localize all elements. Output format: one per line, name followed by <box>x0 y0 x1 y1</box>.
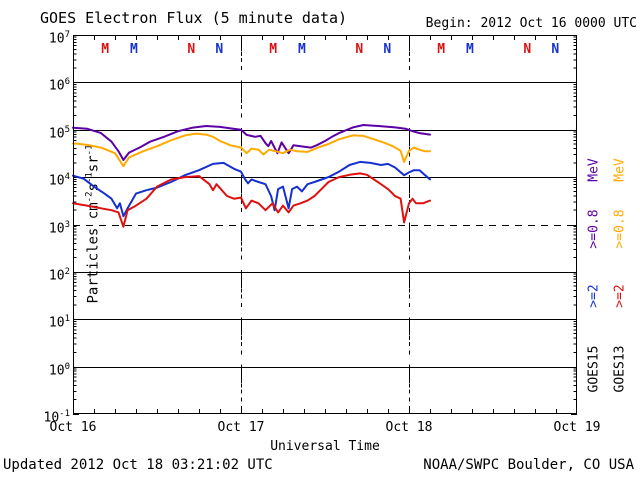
y-tick-label: 10-1 <box>43 409 71 426</box>
series-goes15-2-mev <box>72 160 431 218</box>
satellite-marker-n: N <box>187 42 196 57</box>
x-tick-label: Oct 17 <box>217 420 265 435</box>
page-title: GOES Electron Flux (5 minute data) <box>40 9 348 27</box>
y-tick-label: 107 <box>48 30 70 47</box>
series-goes15-0.8-mev <box>72 124 431 161</box>
x-tick-label: Oct 19 <box>553 420 601 435</box>
begin-timestamp: Begin: 2012 Oct 16 0000 UTC <box>425 16 637 31</box>
legend-label-0.8: >=0.8 <box>586 209 602 249</box>
x-tick-label: Oct 18 <box>385 420 433 435</box>
y-tick-label: 103 <box>48 219 70 236</box>
plot-area <box>72 35 577 415</box>
satellite-marker-m: M <box>129 42 138 57</box>
satellite-marker-m: M <box>437 42 446 57</box>
legend-label-2: >=2 <box>612 284 628 308</box>
satellite-marker-n: N <box>523 42 532 57</box>
satellite-marker-m: M <box>297 42 306 57</box>
y-tick-label: 106 <box>48 77 70 94</box>
y-tick-label: 102 <box>48 266 70 284</box>
series-goes13-2-mev <box>72 172 431 228</box>
y-tick-label: 105 <box>48 124 70 142</box>
x-axis-title: Universal Time <box>270 439 380 454</box>
legend-label-0.8: >=0.8 <box>612 209 628 249</box>
satellite-marker-n: N <box>355 42 364 57</box>
plot-border <box>73 35 577 414</box>
satellite-marker-n: N <box>383 42 392 57</box>
series-goes13-0.8-mev <box>72 132 431 168</box>
axis-ticks <box>73 35 577 415</box>
satellite-marker-n: N <box>215 42 224 57</box>
updated-timestamp: Updated 2012 Oct 18 03:21:02 UTC <box>3 457 273 473</box>
x-tick-label: Oct 16 <box>49 420 97 435</box>
legend-label-goes15: GOES15 <box>586 345 602 393</box>
legend-label-mev: MeV <box>586 158 602 182</box>
data-source: NOAA/SWPC Boulder, CO USA <box>423 457 634 473</box>
legend-label-goes13: GOES13 <box>612 345 628 393</box>
y-tick-label: 104 <box>48 172 70 189</box>
legend-label-mev: MeV <box>612 158 628 182</box>
satellite-marker-m: M <box>465 42 474 57</box>
y-tick-label: 100 <box>48 361 70 378</box>
y-tick-label: 101 <box>48 314 70 331</box>
satellite-marker-m: M <box>101 42 110 57</box>
satellite-marker-n: N <box>551 42 560 57</box>
legend-label-2: >=2 <box>586 284 602 308</box>
satellite-marker-m: M <box>269 42 278 57</box>
